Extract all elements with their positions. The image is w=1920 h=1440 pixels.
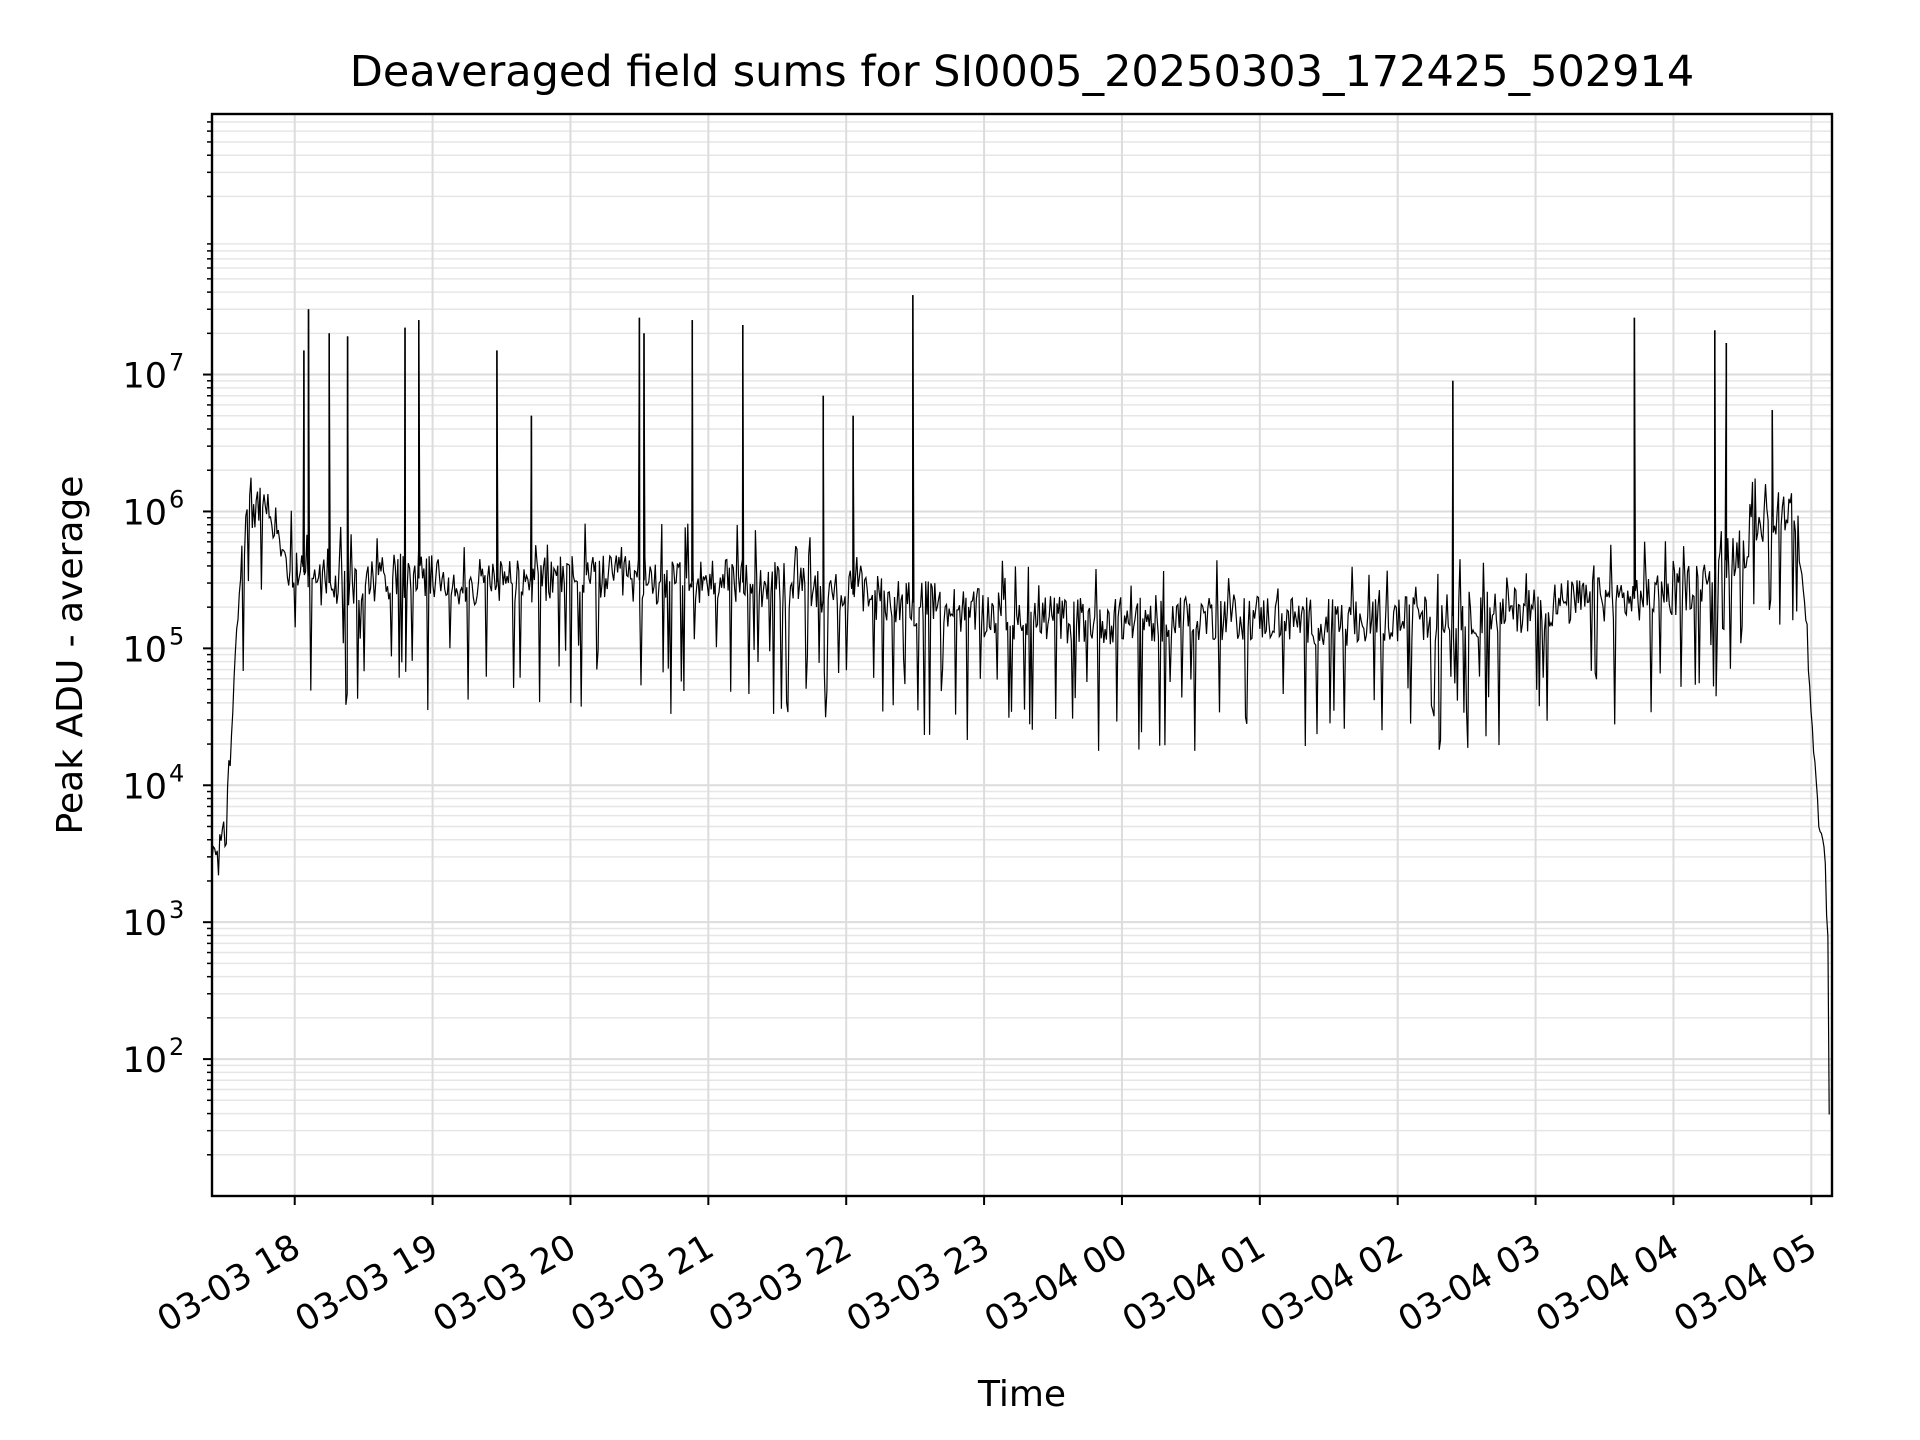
chart-title: Deaveraged field sums for SI0005_2025030… <box>350 47 1695 97</box>
x-axis-label: Time <box>977 1374 1066 1415</box>
y-tick-label-exponent: 5 <box>169 622 184 650</box>
gridlines <box>212 114 1832 1196</box>
y-tick-label-exponent: 6 <box>169 485 184 513</box>
y-tick-label: 10 <box>122 630 167 670</box>
y-tick-label-exponent: 7 <box>169 349 184 377</box>
y-tick-label: 10 <box>122 357 167 397</box>
y-tick-label: 10 <box>122 1041 167 1081</box>
series-line <box>212 295 1830 1115</box>
y-axis-label: Peak ADU - average <box>50 476 91 835</box>
plot-area <box>212 295 1830 1115</box>
y-tick-label-exponent: 4 <box>169 759 184 787</box>
y-tick-label: 10 <box>122 767 167 807</box>
y-tick-label: 10 <box>122 493 167 533</box>
y-tick-label-exponent: 3 <box>169 896 184 924</box>
y-tick-label: 10 <box>122 904 167 944</box>
y-tick-label-exponent: 2 <box>169 1033 184 1061</box>
